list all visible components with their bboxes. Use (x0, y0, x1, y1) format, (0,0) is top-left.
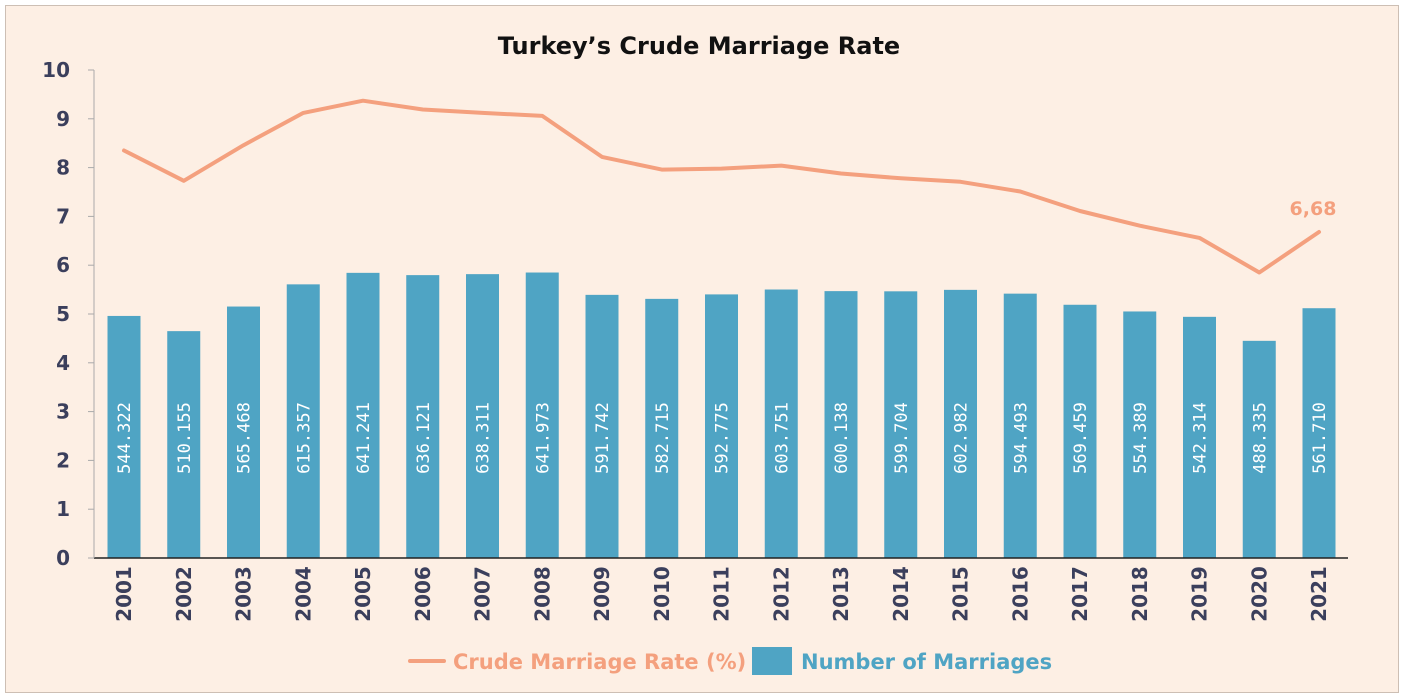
last-value-callout: 6,68 (1290, 198, 1337, 220)
bar (107, 315, 141, 558)
bar (1063, 304, 1097, 558)
x-tick-label: 2004 (291, 566, 315, 622)
bar-value-label: 565.468 (235, 402, 255, 474)
bar-value-label: 636.121 (414, 402, 434, 474)
x-tick-label: 2013 (829, 566, 853, 622)
y-axis-ticks: 0 1 2 3 4 5 6 7 8 9 10 (42, 58, 94, 570)
bar-value-label: 638.311 (474, 402, 494, 474)
bar (227, 306, 260, 558)
y-tick-label: 4 (56, 351, 70, 375)
rate-series-line (122, 98, 1321, 275)
bar (824, 291, 858, 558)
x-tick-label: 2006 (411, 566, 435, 622)
y-tick-label: 2 (56, 448, 70, 472)
bar (1242, 340, 1276, 558)
bar-value-label: 615.357 (294, 402, 314, 474)
x-tick-label: 2007 (471, 566, 495, 622)
bar-value-label: 561.710 (1310, 402, 1330, 474)
bar (764, 289, 798, 558)
x-tick-label: 2016 (1008, 566, 1032, 622)
bar (525, 272, 559, 558)
bar-value-label: 600.138 (832, 402, 852, 474)
bar-value-label: 599.704 (892, 402, 912, 474)
x-axis-ticks: 2001 2002 2003 2004 2005 2006 2007 2008 2009 2010… (112, 566, 1331, 622)
bar (346, 272, 380, 558)
chart-title: Turkey’s Crude Marriage Rate (498, 32, 900, 60)
y-tick-label: 10 (42, 58, 70, 82)
x-tick-label: 2019 (1188, 566, 1212, 622)
x-tick-label: 2001 (112, 566, 136, 622)
x-tick-label: 2010 (650, 566, 674, 622)
bar (585, 294, 619, 558)
bar (286, 284, 320, 558)
x-tick-label: 2002 (172, 566, 196, 622)
legend-bar-label: Number of Marriages (801, 650, 1052, 674)
bar-value-label: 554.389 (1131, 402, 1151, 474)
bar-value-label: 569.459 (1071, 402, 1091, 474)
bar-value-label: 542.314 (1191, 402, 1211, 474)
bar-value-label: 641.973 (533, 402, 553, 474)
bar-value-label: 592.775 (713, 402, 733, 474)
x-tick-label: 2015 (949, 566, 973, 622)
bar (1302, 308, 1336, 558)
y-tick-label: 9 (56, 107, 70, 131)
x-tick-label: 2012 (769, 566, 793, 622)
bar-value-label: 544.322 (115, 402, 135, 474)
x-tick-label: 2005 (351, 566, 375, 622)
bar-value-label: 594.493 (1011, 402, 1031, 474)
bar (1003, 293, 1037, 558)
x-tick-label: 2011 (710, 566, 734, 622)
bar-value-label: 582.715 (653, 402, 673, 474)
bar (406, 275, 440, 558)
x-tick-label: 2014 (889, 566, 913, 622)
legend-line-label: Crude Marriage Rate (%) (453, 650, 746, 674)
bar (466, 274, 499, 558)
bar (1123, 311, 1157, 558)
y-tick-label: 5 (56, 302, 70, 326)
legend: Crude Marriage Rate (%) Number of Marria… (408, 647, 1052, 675)
x-tick-label: 2021 (1307, 566, 1331, 622)
bar-value-label: 488.335 (1250, 402, 1270, 474)
bar (705, 294, 738, 558)
bar (167, 331, 201, 558)
bar (1183, 316, 1216, 558)
bar-series (107, 272, 1336, 558)
x-tick-label: 2020 (1247, 566, 1271, 622)
bar-labels: 544.322 510.155 565.468 615.357 641.241 636.1… (115, 402, 1330, 474)
bar-value-label: 641.241 (354, 402, 374, 474)
x-tick-label: 2009 (590, 566, 614, 622)
y-tick-label: 7 (56, 204, 70, 228)
y-tick-label: 6 (56, 253, 70, 277)
y-tick-label: 8 (56, 156, 70, 180)
y-tick-label: 3 (56, 400, 70, 424)
bar-value-label: 603.751 (772, 402, 792, 474)
y-tick-label: 0 (56, 546, 70, 570)
y-tick-label: 1 (56, 497, 70, 521)
bar (645, 298, 679, 558)
legend-bar-swatch (752, 647, 792, 675)
bar-value-label: 602.982 (952, 402, 972, 474)
x-tick-label: 2003 (232, 566, 256, 622)
bar (884, 291, 918, 558)
x-tick-label: 2018 (1128, 566, 1152, 622)
x-tick-label: 2017 (1068, 566, 1092, 622)
bar-value-label: 510.155 (175, 402, 195, 474)
bar-value-label: 591.742 (593, 402, 613, 474)
x-tick-label: 2008 (530, 566, 554, 622)
bar (944, 289, 977, 558)
